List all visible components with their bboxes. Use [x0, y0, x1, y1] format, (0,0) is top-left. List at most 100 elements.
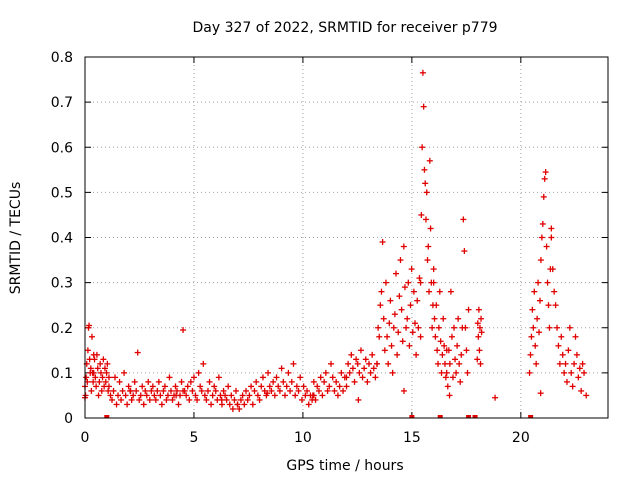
- y-tick-label: 0.1: [51, 366, 73, 382]
- data-point: [265, 369, 272, 376]
- data-point: [419, 69, 426, 76]
- data-point: [551, 288, 558, 295]
- data-point: [200, 360, 207, 367]
- data-point: [527, 351, 534, 358]
- data-point: [555, 342, 562, 349]
- data-point: [94, 365, 101, 372]
- data-point: [410, 288, 417, 295]
- data-point: [178, 378, 185, 385]
- data-point: [424, 257, 431, 264]
- x-tick-label: 20: [512, 430, 530, 446]
- data-point: [386, 320, 393, 327]
- data-point: [324, 387, 331, 394]
- data-point: [400, 387, 407, 394]
- data-point: [215, 374, 222, 381]
- data-point: [417, 333, 424, 340]
- data-point: [195, 369, 202, 376]
- data-point: [340, 387, 347, 394]
- data-point: [258, 383, 265, 390]
- data-point: [422, 216, 429, 223]
- data-point: [256, 396, 263, 403]
- data-point: [583, 392, 590, 399]
- data-point: [376, 333, 383, 340]
- data-point: [145, 378, 152, 385]
- data-point: [222, 392, 229, 399]
- data-point: [539, 220, 546, 227]
- data-point: [400, 243, 407, 250]
- data-point: [408, 266, 415, 273]
- data-point: [99, 374, 106, 381]
- data-point: [369, 351, 376, 358]
- data-point: [387, 297, 394, 304]
- data-point: [430, 279, 437, 286]
- data-point: [295, 387, 302, 394]
- data-point: [538, 234, 545, 241]
- data-point: [122, 392, 129, 399]
- y-tick-label: 0.6: [51, 140, 73, 156]
- data-point: [86, 322, 93, 329]
- data-point: [197, 383, 204, 390]
- y-tick-label: 0.2: [51, 321, 73, 337]
- data-point: [451, 324, 458, 331]
- data-point: [232, 387, 239, 394]
- data-point: [293, 383, 300, 390]
- data-point: [404, 315, 411, 322]
- data-point: [102, 378, 109, 385]
- data-point: [270, 378, 277, 385]
- data-point: [204, 387, 211, 394]
- data-point: [353, 356, 360, 363]
- data-point: [97, 369, 104, 376]
- data-points: [82, 69, 590, 418]
- data-point: [305, 401, 312, 408]
- data-point: [433, 302, 440, 309]
- data-point: [377, 302, 384, 309]
- data-point: [431, 315, 438, 322]
- data-point: [104, 360, 111, 367]
- data-point: [474, 356, 481, 363]
- data-point: [549, 266, 556, 273]
- data-point: [361, 365, 368, 372]
- data-point: [166, 374, 173, 381]
- x-tick-label: 10: [294, 430, 312, 446]
- plot-frame: [84, 56, 609, 419]
- data-point: [246, 392, 253, 399]
- data-point: [292, 392, 299, 399]
- data-point: [84, 347, 91, 354]
- zero-baseline-marker: [104, 415, 110, 418]
- data-point: [103, 369, 110, 376]
- data-point: [357, 347, 364, 354]
- data-point: [169, 396, 176, 403]
- data-point: [228, 392, 235, 399]
- data-point: [231, 396, 238, 403]
- data-point: [271, 392, 278, 399]
- data-point: [229, 405, 236, 412]
- data-point: [435, 324, 442, 331]
- data-point: [540, 193, 547, 200]
- data-point: [127, 387, 134, 394]
- data-point: [234, 401, 241, 408]
- data-point: [573, 351, 580, 358]
- data-point: [579, 360, 586, 367]
- data-point: [140, 401, 147, 408]
- data-point: [370, 365, 377, 372]
- data-point: [209, 392, 216, 399]
- data-point: [374, 360, 381, 367]
- data-point: [285, 369, 292, 376]
- data-point: [379, 239, 386, 246]
- data-point: [356, 369, 363, 376]
- data-point: [453, 369, 460, 376]
- data-point: [226, 401, 233, 408]
- data-point: [273, 374, 280, 381]
- grid-lines: [85, 57, 608, 418]
- data-point: [121, 369, 128, 376]
- data-point: [372, 374, 379, 381]
- data-point: [476, 347, 483, 354]
- data-point: [158, 401, 165, 408]
- data-point: [244, 396, 251, 403]
- data-point: [146, 396, 153, 403]
- data-point: [578, 387, 585, 394]
- data-point: [478, 329, 485, 336]
- data-point: [384, 333, 391, 340]
- data-point: [105, 374, 112, 381]
- data-point: [83, 374, 90, 381]
